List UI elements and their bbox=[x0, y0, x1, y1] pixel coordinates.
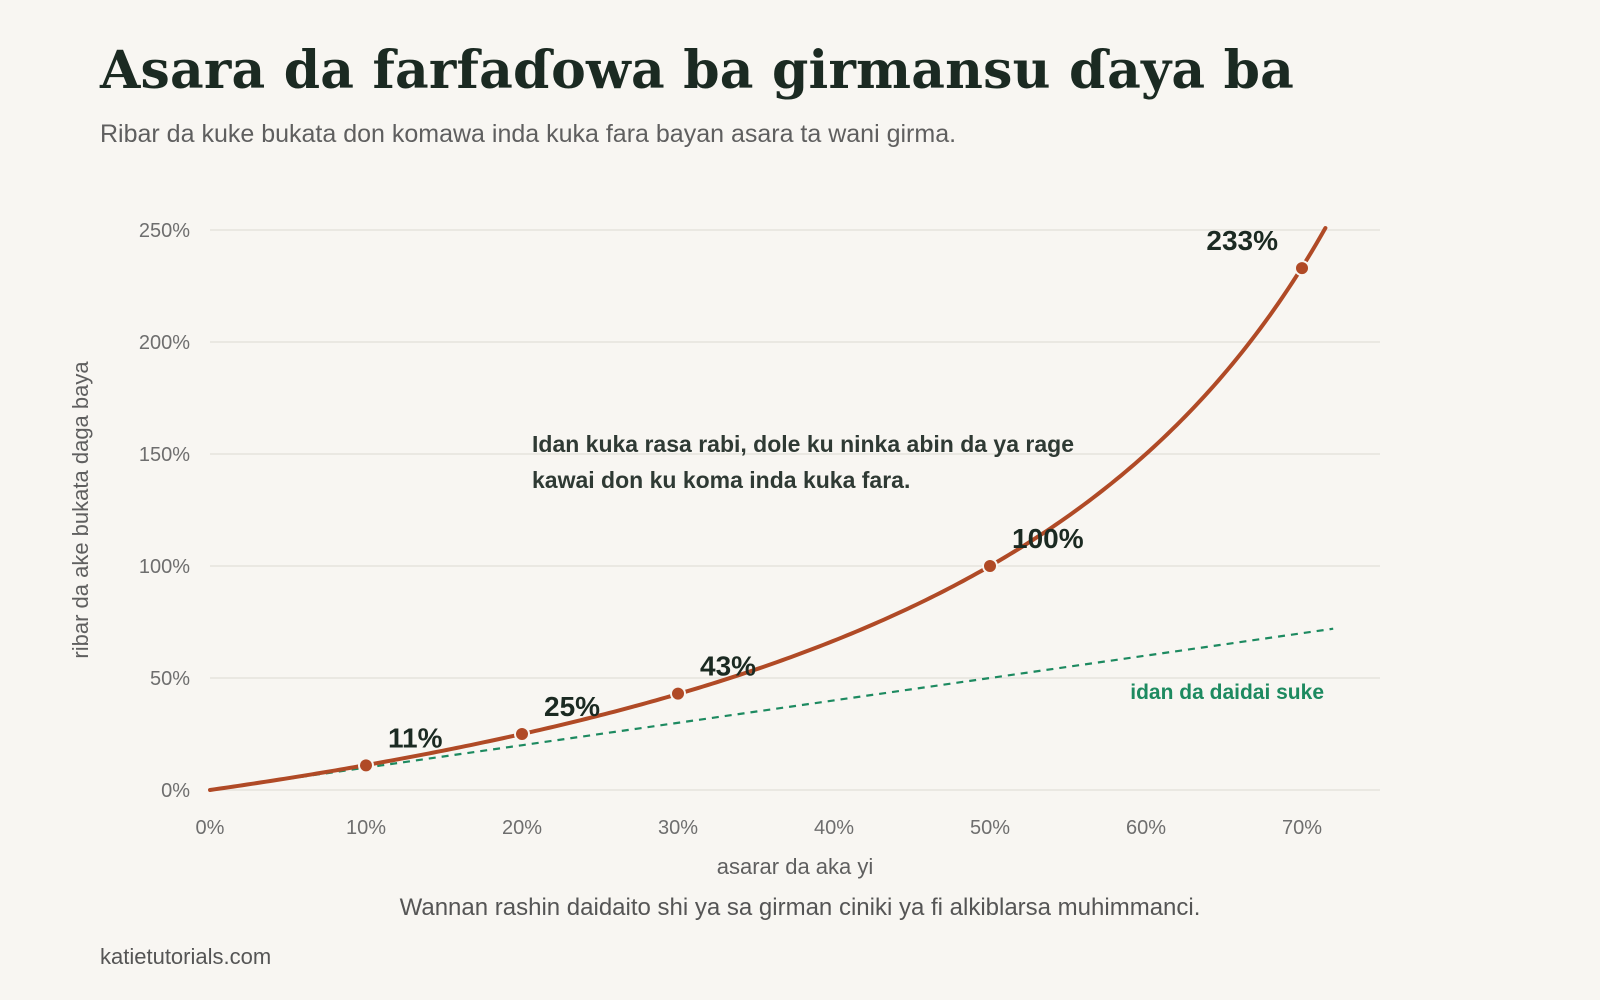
x-tick-label: 50% bbox=[970, 817, 1010, 839]
data-label: 43% bbox=[700, 651, 756, 682]
data-points bbox=[358, 260, 1310, 774]
x-tick-label: 20% bbox=[502, 817, 542, 839]
chart-subtitle: Ribar da kuke bukata don komawa inda kuk… bbox=[100, 120, 957, 148]
y-tick-label: 200% bbox=[139, 332, 190, 354]
x-tick-label: 10% bbox=[346, 817, 386, 839]
data-point bbox=[1294, 260, 1310, 277]
x-axis-ticks: 0% 10% 20% 30% 40% 50% 60% 70% bbox=[196, 817, 1323, 839]
data-point bbox=[514, 726, 530, 742]
y-tick-label: 150% bbox=[139, 444, 190, 466]
y-axis-ticks: 0% 50% 100% 150% 200% 250% bbox=[139, 220, 190, 802]
data-label: 233% bbox=[1206, 225, 1278, 256]
data-labels: 11% 25% 43% 100% 233% bbox=[388, 225, 1278, 753]
x-tick-label: 70% bbox=[1282, 817, 1322, 839]
annotation-line-2: kawai don ku koma inda kuka fara. bbox=[532, 467, 910, 493]
x-tick-label: 30% bbox=[658, 817, 698, 839]
recovery-curve bbox=[208, 226, 1328, 792]
chart-caption: Wannan rashin daidaito shi ya sa girman … bbox=[399, 894, 1201, 921]
reference-line-label: idan da daidai suke bbox=[1130, 681, 1324, 704]
data-point bbox=[358, 757, 374, 774]
data-point bbox=[670, 685, 686, 702]
series-lines bbox=[208, 226, 1334, 792]
data-label: 11% bbox=[388, 722, 443, 753]
annotation-line-1: Idan kuka rasa rabi, dole ku ninka abin … bbox=[532, 431, 1074, 457]
y-tick-label: 0% bbox=[161, 780, 190, 802]
y-tick-label: 250% bbox=[139, 220, 190, 242]
y-tick-label: 50% bbox=[150, 668, 190, 690]
y-axis-title: ribar da ake bukata daga baya bbox=[68, 361, 93, 659]
data-label: 25% bbox=[544, 691, 600, 722]
x-tick-label: 60% bbox=[1126, 817, 1166, 839]
chart-title: Asara da farfaɗowa ba girmansu ɗaya ba bbox=[100, 40, 1295, 101]
data-point bbox=[982, 558, 998, 574]
gridlines bbox=[210, 229, 1380, 791]
x-axis-title: asarar da aka yi bbox=[717, 854, 874, 879]
x-tick-label: 0% bbox=[196, 817, 225, 839]
y-tick-label: 100% bbox=[139, 556, 190, 578]
source-credit: katietutorials.com bbox=[100, 944, 272, 969]
x-tick-label: 40% bbox=[814, 817, 854, 839]
data-label: 100% bbox=[1012, 523, 1084, 554]
reference-line bbox=[209, 627, 1334, 792]
